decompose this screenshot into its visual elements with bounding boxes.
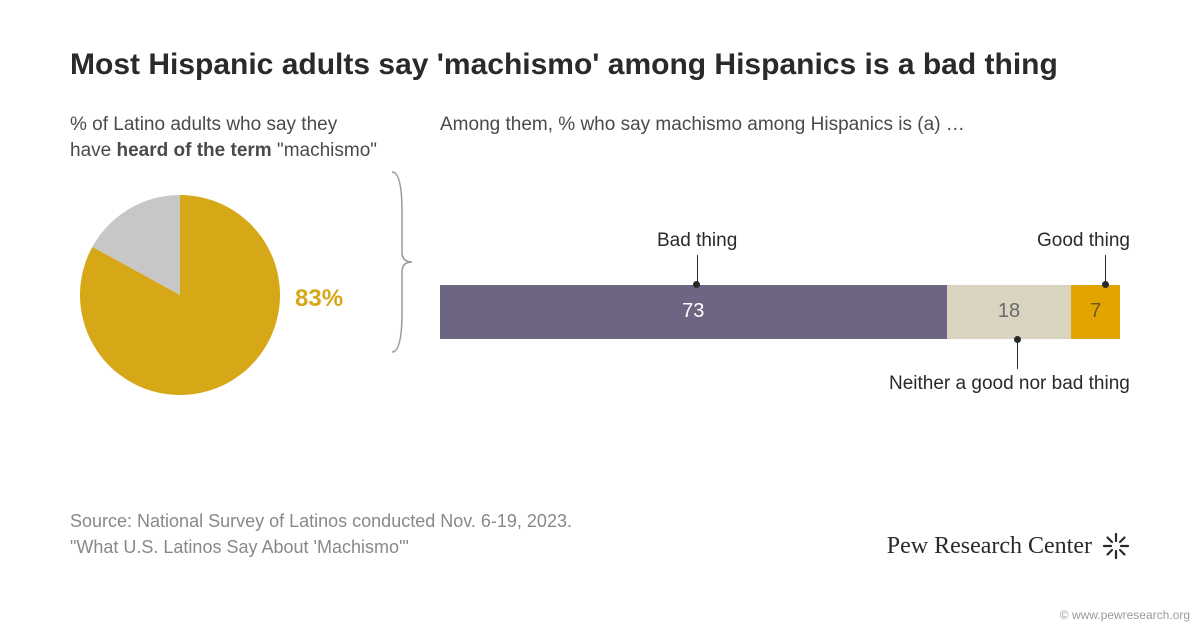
bar-chart: 73187 Bad thing Neither a good nor bad th… [440, 160, 1130, 420]
brace-column [380, 112, 430, 472]
brand-burst-icon [1102, 532, 1130, 560]
image-credit: © www.pewresearch.org [1060, 608, 1190, 622]
pie-subtitle: % of Latino adults who say they have hea… [70, 112, 380, 163]
source-line-2: "What U.S. Latinos Say About 'Machismo'" [70, 534, 572, 560]
pie-subtitle-post: "machismo" [272, 140, 377, 161]
bar-segment: 73 [440, 285, 947, 339]
source-line-1: Source: National Survey of Latinos condu… [70, 508, 572, 534]
pie-value-label: 83% [295, 285, 343, 313]
bar-subtitle: Among them, % who say machismo among His… [440, 112, 1130, 138]
pie-svg [70, 185, 290, 405]
bar-segment: 7 [1071, 285, 1120, 339]
bar-annotation-label: Neither a good nor bad thing [889, 373, 1130, 395]
chart-title: Most Hispanic adults say 'machismo' amon… [70, 48, 1130, 82]
bar-annotation-line [697, 255, 698, 283]
bar-annotation-dot [1014, 336, 1021, 343]
charts-row: % of Latino adults who say they have hea… [70, 112, 1130, 472]
brand-logo: Pew Research Center [887, 532, 1130, 560]
bar-annotation-line [1017, 341, 1018, 369]
bar-annotation-label: Good thing [1037, 230, 1130, 252]
bar-column: Among them, % who say machismo among His… [430, 112, 1130, 420]
brand-text: Pew Research Center [887, 533, 1092, 560]
bar-annotation-dot [1102, 281, 1109, 288]
brace-icon [380, 112, 430, 412]
pie-chart: 83% [70, 185, 380, 405]
bar-segment: 18 [947, 285, 1072, 339]
pie-subtitle-bold: heard of the term [116, 140, 271, 161]
source-footer: Source: National Survey of Latinos condu… [70, 508, 572, 560]
pie-column: % of Latino adults who say they have hea… [70, 112, 380, 405]
bar-annotation-label: Bad thing [657, 230, 737, 252]
bar-annotation-line [1105, 255, 1106, 283]
bar-track: 73187 [440, 285, 1120, 339]
